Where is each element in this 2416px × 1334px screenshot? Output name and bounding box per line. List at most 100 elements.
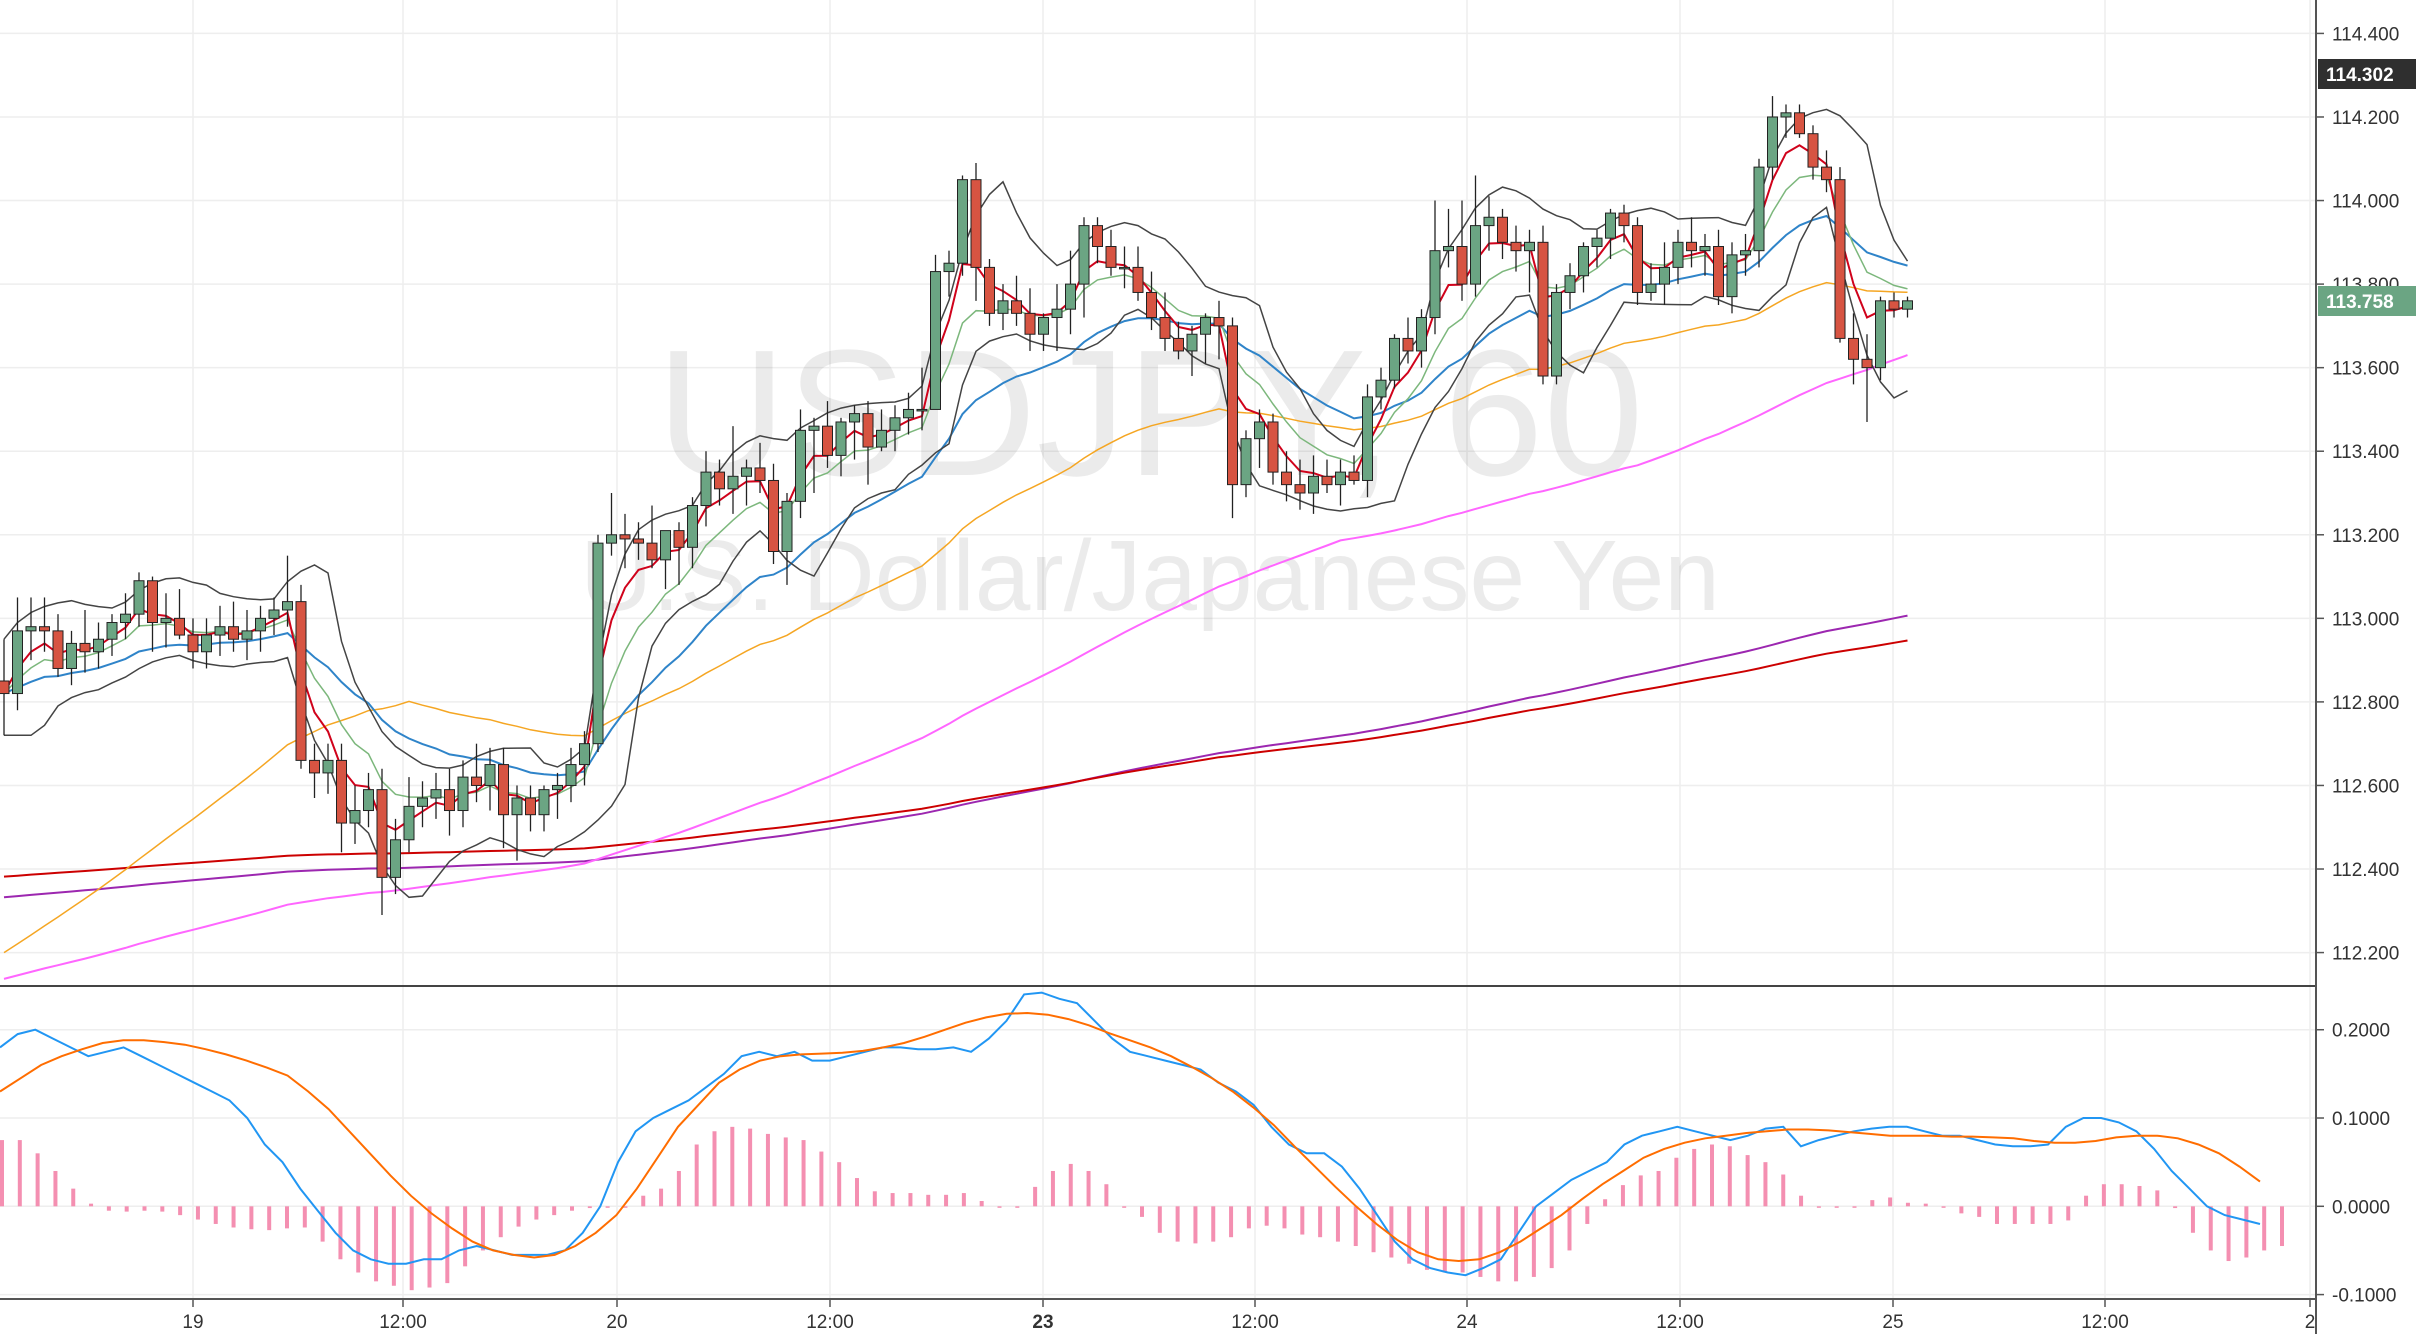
candle-up: [835, 421, 847, 456]
macd-histogram-bar: [213, 1206, 218, 1224]
candle-up: [565, 764, 577, 786]
candle-up: [849, 413, 860, 423]
candle-up: [1429, 250, 1441, 319]
macd-histogram-bar: [1371, 1206, 1376, 1253]
macd-histogram-bar: [231, 1206, 236, 1228]
candle-up: [430, 789, 442, 799]
candle-down: [336, 759, 347, 824]
candle-down: [1807, 133, 1819, 168]
time-tick-label: 23: [1032, 1312, 1053, 1333]
macd-histogram-bar: [1567, 1206, 1572, 1251]
candle-down: [1159, 317, 1171, 339]
macd-histogram-bar: [1870, 1200, 1875, 1207]
candle-down: [1213, 317, 1225, 327]
macd-histogram-bar: [1425, 1206, 1429, 1270]
candle-up: [943, 262, 955, 273]
macd-histogram-bar: [2048, 1206, 2053, 1224]
candle-down: [228, 626, 239, 640]
macd-histogram-bar: [178, 1206, 183, 1216]
candle-down: [1497, 216, 1508, 243]
candle-up: [1254, 421, 1265, 440]
time-tick-label: 25: [1882, 1312, 1903, 1333]
candle-up: [552, 784, 563, 791]
candle-up: [1362, 396, 1373, 481]
current-price-label: 113.758: [2326, 292, 2394, 313]
price-tick-label: 112.200: [2332, 944, 2399, 965]
macd-histogram-bar: [142, 1206, 147, 1211]
candle-down: [309, 759, 320, 774]
macd-histogram-bar: [1888, 1197, 1893, 1207]
macd-histogram-bar: [1229, 1206, 1234, 1238]
macd-tick-label: -0.1000: [2332, 1286, 2396, 1307]
candle-up: [916, 408, 928, 412]
macd-histogram-bar: [1353, 1206, 1358, 1247]
candle-up: [781, 500, 793, 552]
candle-down: [1632, 225, 1643, 293]
candle-down: [174, 617, 185, 636]
price-axis[interactable]: 112.200 112.400 112.600 112.800 113.000 113.2…: [2316, 24, 2399, 965]
macd-histogram-bar: [1282, 1206, 1287, 1229]
candle-up: [1605, 212, 1616, 239]
macd-tick-label: 0.2000: [2332, 1021, 2390, 1042]
macd-lines: [0, 991, 2261, 1277]
time-tick-label: 12:00: [2081, 1312, 2129, 1333]
candle-down: [1537, 241, 1549, 377]
macd-histogram-bar: [1086, 1170, 1091, 1207]
macd-histogram-bar: [409, 1206, 414, 1291]
candle-down: [1173, 337, 1184, 352]
macd-histogram-bar: [1763, 1162, 1768, 1207]
candle-up: [538, 789, 550, 816]
macd-histogram-bar: [1852, 1206, 1857, 1208]
macd-histogram-bar: [427, 1206, 432, 1288]
macd-histogram-bar: [391, 1206, 396, 1286]
upper-band-line: [3, 108, 1909, 769]
macd-histogram-bar: [498, 1206, 503, 1238]
candle-up: [1470, 225, 1481, 285]
macd-histogram-bar: [445, 1206, 450, 1284]
macd-histogram-bar: [1496, 1206, 1501, 1282]
candle-down: [1618, 212, 1630, 227]
macd-histogram-bar: [855, 1178, 859, 1207]
candle-down: [714, 471, 725, 490]
candle-up: [808, 425, 820, 431]
macd-histogram-bar: [302, 1206, 307, 1228]
macd-histogram-bar: [1318, 1206, 1323, 1238]
lower-band-line: [4, 206, 1908, 899]
time-axis[interactable]: 19 12:00 20 12:00 23 12:00 24 12:00 25 12:00 2: [182, 1299, 2315, 1333]
macd-histogram-bar: [1745, 1155, 1750, 1207]
candle-down: [1456, 246, 1468, 285]
candle-down: [1146, 291, 1157, 319]
macd-histogram-bar: [534, 1206, 539, 1220]
macd-histogram-bar: [1211, 1206, 1216, 1242]
macd-histogram-bar: [89, 1203, 94, 1207]
macd-histogram-bar: [2244, 1206, 2249, 1258]
candle-up: [930, 271, 941, 410]
macd-histogram-bar: [53, 1170, 58, 1207]
macd-histogram-bar: [1068, 1163, 1073, 1207]
candle-up: [1740, 250, 1751, 256]
candle-down: [1321, 475, 1333, 486]
macd-histogram-bar: [2173, 1206, 2178, 1209]
candle-up: [1200, 317, 1211, 335]
macd-histogram-bar: [712, 1131, 717, 1207]
chart-grid: [0, 0, 2316, 1299]
candle-down: [1794, 112, 1805, 135]
macd-histogram-bar: [1656, 1170, 1661, 1207]
current-price-tag: 113.758: [2318, 286, 2416, 316]
candle-up: [417, 797, 428, 807]
macd-histogram-bar: [1781, 1174, 1786, 1207]
macd-histogram-bar: [1799, 1195, 1804, 1207]
candle-up: [1038, 317, 1049, 335]
candle-down: [970, 179, 982, 268]
candle-up: [1524, 241, 1535, 252]
candle-down: [754, 467, 766, 481]
macd-histogram-bar: [1585, 1206, 1590, 1224]
candle-up: [1443, 246, 1454, 252]
macd-histogram-bar: [1335, 1206, 1340, 1242]
macd-histogram: [0, 1126, 2284, 1291]
candle-up: [997, 300, 1009, 314]
macd-axis[interactable]: -0.1000 0.0000 0.1000 0.2000: [2316, 1021, 2396, 1307]
candle-up: [1564, 275, 1576, 293]
macd-histogram-bar: [997, 1206, 1002, 1208]
candle-up: [579, 743, 590, 766]
